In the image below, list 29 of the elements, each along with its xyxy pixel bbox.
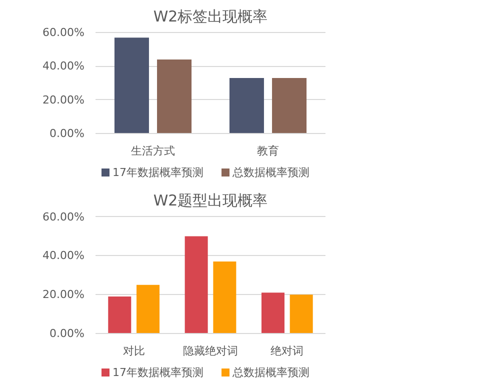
y-tick-label: 20.00% (42, 288, 85, 302)
bar (290, 294, 313, 334)
x-tick-label: 生活方式 (131, 144, 175, 158)
y-tick-label: 20.00% (42, 93, 85, 106)
x-tick-label: 对比 (122, 344, 145, 358)
bar (229, 78, 264, 134)
x-tick-label: 隐藏绝对词 (183, 344, 238, 358)
y-tick-label: 40.00% (42, 60, 85, 73)
legend-label: 17年数据概率预测 (112, 366, 204, 379)
y-tick-label: 0.00% (50, 327, 85, 340)
legend-label: 17年数据概率预测 (112, 166, 204, 179)
bar (114, 38, 149, 134)
y-tick-label: 0.00% (50, 127, 85, 140)
bar (261, 292, 284, 334)
chart-title: W2题型出现概率 (153, 192, 268, 210)
bar (136, 284, 160, 334)
y-tick-label: 60.00% (42, 210, 85, 224)
y-tick-label: 40.00% (42, 249, 85, 262)
bar (272, 78, 307, 134)
bar (184, 236, 208, 334)
legend-label: 总数据概率预测 (232, 366, 310, 379)
y-tick-label: 60.00% (42, 26, 85, 40)
bar (157, 59, 192, 134)
chart-title: W2标签出现概率 (153, 8, 268, 26)
legend-label: 总数据概率预测 (232, 166, 310, 179)
x-tick-label: 绝对词 (270, 344, 304, 358)
bar (213, 262, 236, 334)
bar (108, 296, 132, 334)
x-tick-label: 教育 (257, 144, 279, 158)
